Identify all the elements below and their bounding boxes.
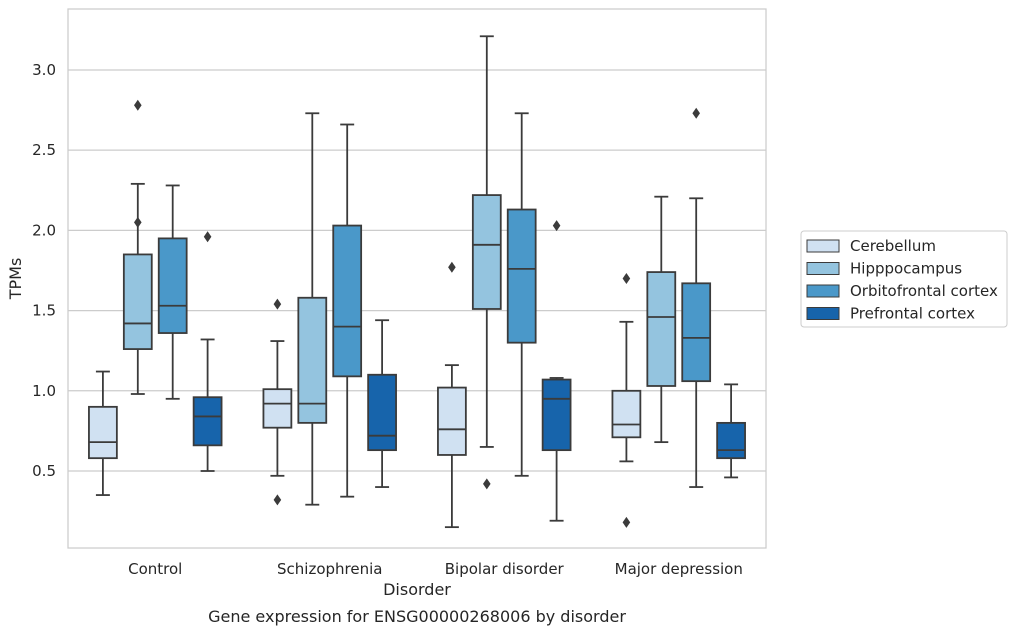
y-tick-label: 0.5 — [32, 462, 56, 480]
iqr-box — [471, 194, 502, 310]
box-prefrontal-cortex — [367, 319, 397, 488]
legend-swatch — [806, 262, 840, 275]
outlier-point — [483, 478, 491, 490]
iqr-box — [437, 386, 467, 456]
y-tick-label: 1.5 — [32, 302, 56, 320]
legend-label: Cerebellum — [850, 237, 936, 255]
y-axis-label: TPMs — [6, 258, 25, 301]
outlier-point — [622, 273, 631, 284]
outlier-point — [622, 516, 631, 528]
x-tick-label: Bipolar disorder — [445, 560, 565, 578]
box-orbitofrontal-cortex — [506, 112, 537, 477]
x-tick-label: Major depression — [615, 560, 743, 578]
iqr-box — [716, 421, 746, 460]
legend-label: Prefrontal cortex — [850, 305, 975, 323]
y-tick-label: 1.0 — [32, 382, 56, 400]
outlier-point — [273, 298, 282, 310]
box-orbitofrontal-cortex — [681, 107, 712, 488]
legend: Cerebellum Hipppocampus Orbitofrontal cort… — [800, 230, 1008, 328]
box-cerebellum — [611, 273, 642, 528]
x-axis-label: Disorder — [383, 580, 451, 599]
y-tick-label: 2.5 — [32, 141, 56, 159]
iqr-box — [541, 378, 572, 452]
iqr-box — [332, 224, 363, 378]
legend-frame — [800, 230, 1008, 328]
x-axis-ticks: Control Schizophrenia Bipolar disorder Majo… — [128, 560, 743, 578]
legend-label: Hipppocampus — [850, 260, 962, 278]
iqr-box — [262, 388, 293, 429]
plot-area-frame — [67, 8, 767, 549]
legend-swatch — [806, 284, 840, 298]
box-cerebellum — [88, 370, 118, 496]
legend-swatch — [806, 307, 840, 320]
box-cerebellum — [262, 298, 293, 506]
iqr-box — [157, 237, 188, 334]
iqr-box — [122, 253, 153, 350]
iqr-box — [192, 396, 223, 447]
box-prefrontal-cortex — [192, 231, 223, 472]
box-hipppocampus — [646, 195, 677, 444]
y-tick-label: 2.0 — [32, 221, 56, 239]
box-hipppocampus — [297, 112, 328, 506]
y-axis-ticks: 0.5 1.0 1.5 2.0 2.5 3.0 — [32, 61, 56, 480]
iqr-box — [611, 389, 642, 439]
boxes — [88, 35, 746, 529]
box-prefrontal-cortex — [716, 383, 746, 479]
outlier-point — [552, 220, 561, 232]
legend-label: Orbitofrontal cortex — [850, 282, 998, 300]
x-tick-label: Control — [128, 560, 182, 578]
iqr-box — [297, 296, 328, 424]
iqr-box — [367, 373, 397, 452]
box-prefrontal-cortex — [541, 220, 572, 522]
iqr-box — [88, 405, 118, 460]
box-orbitofrontal-cortex — [332, 123, 363, 498]
legend-swatch — [806, 239, 840, 253]
iqr-box — [506, 208, 537, 344]
outlier-point — [134, 216, 142, 228]
x-tick-label: Schizophrenia — [277, 560, 382, 578]
iqr-box — [681, 282, 712, 383]
y-tick-label: 3.0 — [32, 61, 56, 79]
box-orbitofrontal-cortex — [157, 184, 188, 400]
iqr-box — [646, 271, 677, 387]
box-hipppocampus — [471, 35, 502, 490]
box-hipppocampus — [122, 99, 153, 395]
chart-caption: Gene expression for ENSG00000268006 by d… — [208, 607, 626, 626]
outlier-point — [273, 494, 282, 506]
outlier-point — [203, 231, 212, 243]
outlier-point — [448, 261, 456, 273]
outlier-point — [692, 107, 700, 119]
outlier-point — [134, 99, 142, 111]
box-cerebellum — [437, 261, 467, 529]
